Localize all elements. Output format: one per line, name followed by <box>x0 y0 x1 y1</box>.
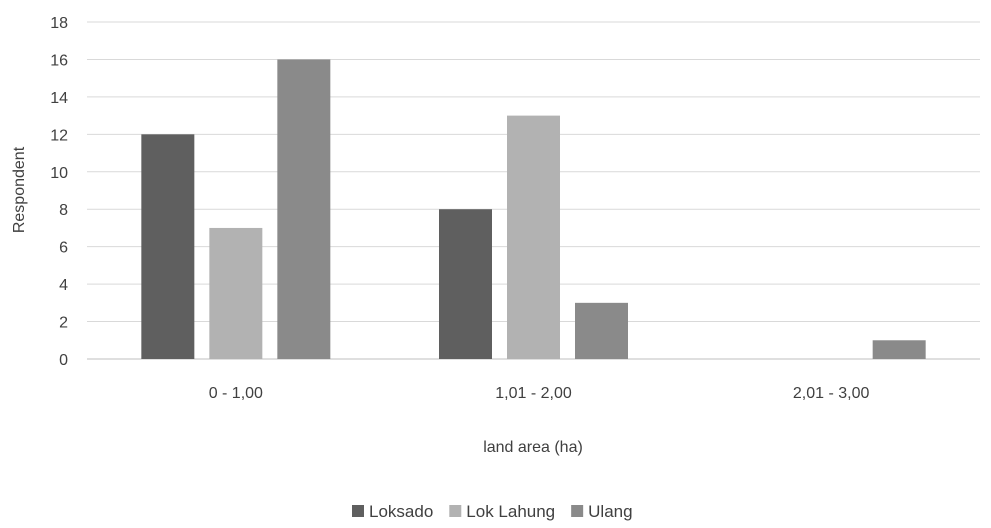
legend-label: Lok Lahung <box>466 502 555 521</box>
y-tick-label: 8 <box>59 202 68 219</box>
x-axis-title: land area (ha) <box>483 439 583 456</box>
y-tick-label: 10 <box>50 165 68 182</box>
y-tick-label: 2 <box>59 315 68 332</box>
y-tick-label: 18 <box>50 15 68 32</box>
bars <box>141 59 926 359</box>
x-axis-ticks: 0 - 1,00 1,01 - 2,00 2,01 - 3,00 <box>209 385 870 402</box>
bar-ulang-2 <box>872 340 926 359</box>
bar-ulang-1 <box>575 302 628 359</box>
legend-swatch-loksado <box>352 505 364 517</box>
legend: Loksado Lok Lahung Ulang <box>352 502 633 521</box>
legend-swatch-lok-lahung <box>449 505 462 517</box>
legend-label: Loksado <box>369 502 433 521</box>
y-tick-label: 0 <box>59 352 68 369</box>
y-tick-label: 6 <box>59 240 68 257</box>
bar-lok-lahung-1 <box>507 115 560 359</box>
bar-loksado-0 <box>141 134 195 359</box>
x-tick-label: 1,01 - 2,00 <box>495 385 572 402</box>
y-axis-title: Respondent <box>11 146 28 233</box>
bar-lok-lahung-0 <box>209 227 263 359</box>
y-tick-label: 14 <box>50 90 68 107</box>
bar-loksado-1 <box>439 209 492 359</box>
y-tick-label: 16 <box>50 52 68 69</box>
x-tick-label: 0 - 1,00 <box>209 385 263 402</box>
y-tick-label: 4 <box>59 277 68 294</box>
y-tick-label: 12 <box>50 127 68 144</box>
legend-swatch-ulang <box>571 505 584 517</box>
bar-ulang-0 <box>277 59 331 359</box>
x-tick-label: 2,01 - 3,00 <box>793 385 870 402</box>
y-axis-ticks: 0 2 4 6 8 10 12 14 16 18 <box>50 15 68 369</box>
legend-label: Ulang <box>588 502 632 521</box>
